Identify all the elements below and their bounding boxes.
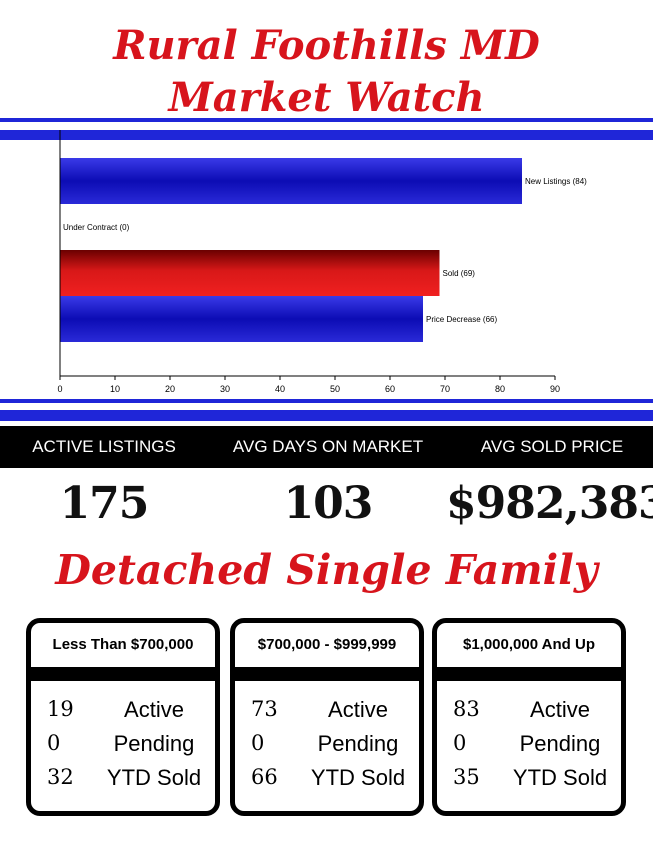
label: Pending xyxy=(519,731,601,756)
count: 66 xyxy=(251,765,278,789)
label: Active xyxy=(124,697,184,722)
x-tick-label: 50 xyxy=(330,384,340,394)
card-title: Less Than $700,000 xyxy=(52,636,194,653)
count: 83 xyxy=(453,697,480,721)
active-listings-label: ACTIVE LISTINGS xyxy=(32,437,176,456)
card-row-active: 19 Active xyxy=(31,691,215,725)
label: YTD Sold xyxy=(512,765,608,790)
label: Active xyxy=(530,697,590,722)
bar-label-0: New Listings (84) xyxy=(525,177,587,186)
bar-2 xyxy=(60,250,440,296)
x-tick-label: 90 xyxy=(550,384,560,394)
avg-price-value: $982,383 xyxy=(446,478,653,529)
count: 32 xyxy=(47,765,74,789)
card-row-active: 73 Active xyxy=(235,691,419,725)
x-tick-label: 10 xyxy=(110,384,120,394)
card-row-ytd-sold: 66 YTD Sold xyxy=(235,759,419,793)
x-tick-label: 70 xyxy=(440,384,450,394)
price-card-low: Less Than $700,000 19 Active 0 Pending 32 Y… xyxy=(26,618,220,816)
x-tick-label: 40 xyxy=(275,384,285,394)
count: 0 xyxy=(47,731,61,755)
title-line-1: Rural Foothills MD xyxy=(113,22,540,69)
card-divider xyxy=(235,667,419,681)
card-divider xyxy=(31,667,215,681)
card-row-active: 83 Active xyxy=(437,691,621,725)
count: 73 xyxy=(251,697,278,721)
avg-price-label: AVG SOLD PRICE xyxy=(480,437,624,456)
label: YTD Sold xyxy=(310,765,406,790)
count: 19 xyxy=(47,697,74,721)
card-row-ytd-sold: 32 YTD Sold xyxy=(31,759,215,793)
card-title: $700,000 - $999,999 xyxy=(257,636,397,653)
avg-days-label: AVG DAYS ON MARKET xyxy=(232,437,424,456)
label: Active xyxy=(328,697,388,722)
bar-label-2: Sold (69) xyxy=(443,269,476,278)
x-tick-label: 20 xyxy=(165,384,175,394)
card-row-pending: 0 Pending xyxy=(437,725,621,759)
avg-days-value: 103 xyxy=(283,478,374,529)
price-card-high: $1,000,000 And Up 83 Active 0 Pending 35 YT… xyxy=(432,618,626,816)
bar-label-1: Under Contract (0) xyxy=(63,223,130,232)
active-listings-value: 175 xyxy=(59,478,150,529)
card-title: $1,000,000 And Up xyxy=(462,636,595,653)
count: 0 xyxy=(251,731,265,755)
card-divider xyxy=(437,667,621,681)
stats-header-bar xyxy=(0,426,653,468)
x-tick-label: 30 xyxy=(220,384,230,394)
title-line-2: Market Watch xyxy=(168,74,485,121)
card-row-ytd-sold: 35 YTD Sold xyxy=(437,759,621,793)
price-card-mid: $700,000 - $999,999 73 Active 0 Pending 66… xyxy=(230,618,424,816)
card-row-pending: 0 Pending xyxy=(235,725,419,759)
x-tick-label: 60 xyxy=(385,384,395,394)
bar-label-3: Price Decrease (66) xyxy=(426,315,497,324)
x-tick-label: 0 xyxy=(57,384,62,394)
top-stripe-thick xyxy=(0,130,653,140)
count: 35 xyxy=(453,765,480,789)
bar-0 xyxy=(60,158,522,204)
bar-chart: New Listings (84) Under Contract (0) Sold … xyxy=(57,130,587,394)
label: Pending xyxy=(113,731,195,756)
bottom-stripe-thick xyxy=(0,410,653,421)
label: Pending xyxy=(317,731,399,756)
x-tick-label: 80 xyxy=(495,384,505,394)
card-row-pending: 0 Pending xyxy=(31,725,215,759)
count: 0 xyxy=(453,731,467,755)
bottom-stripe-thin xyxy=(0,399,653,403)
bar-3 xyxy=(60,296,423,342)
top-stripe-thin xyxy=(0,118,653,122)
section-title: Detached Single Family xyxy=(55,546,598,594)
label: YTD Sold xyxy=(106,765,202,790)
